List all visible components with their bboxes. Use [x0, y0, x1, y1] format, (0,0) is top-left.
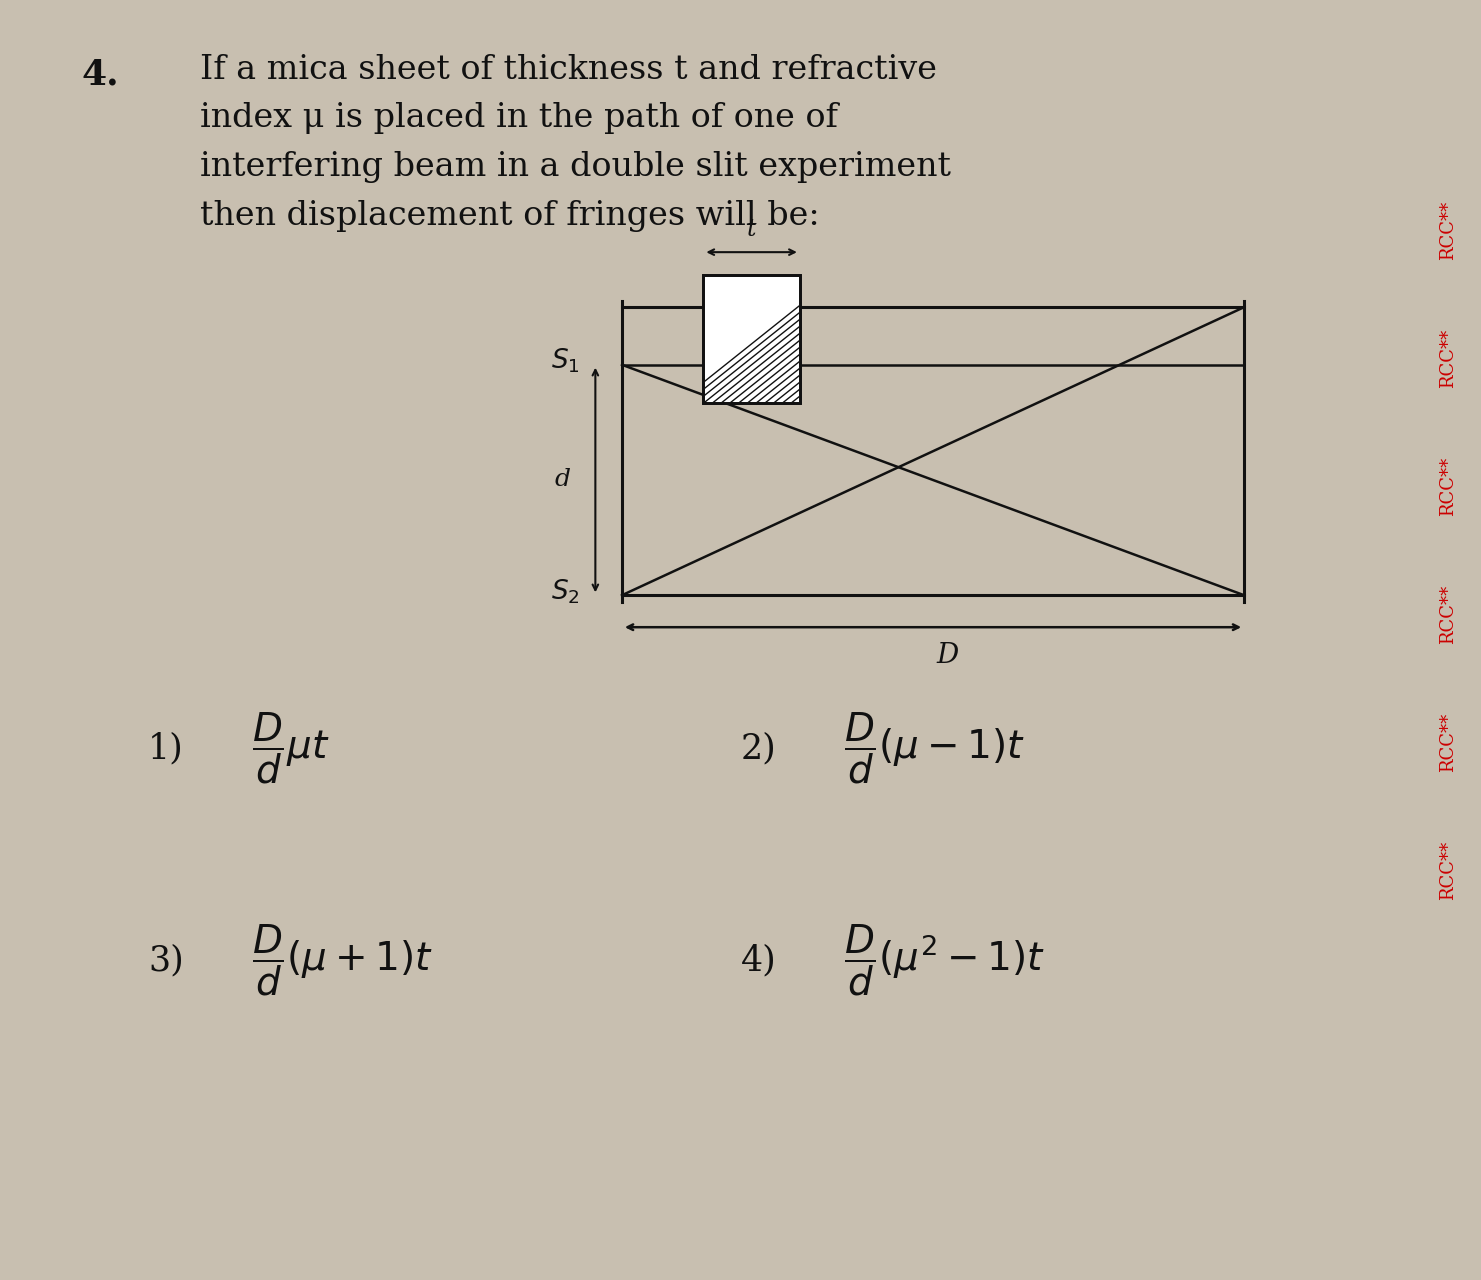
Text: RCC**: RCC**	[1440, 585, 1457, 644]
Text: $S_2$: $S_2$	[551, 577, 581, 605]
Text: d: d	[555, 468, 570, 492]
Text: If a mica sheet of thickness t and refractive: If a mica sheet of thickness t and refra…	[200, 54, 937, 86]
Text: $\dfrac{D}{d}(\mu+1)t$: $\dfrac{D}{d}(\mu+1)t$	[252, 923, 432, 997]
Text: 3): 3)	[148, 943, 184, 977]
Text: RCC**: RCC**	[1440, 713, 1457, 772]
Text: then displacement of fringes will be:: then displacement of fringes will be:	[200, 200, 819, 232]
Text: D: D	[936, 641, 960, 669]
Text: $\dfrac{D}{d}(\mu-1)t$: $\dfrac{D}{d}(\mu-1)t$	[844, 712, 1025, 786]
Text: interfering beam in a double slit experiment: interfering beam in a double slit experi…	[200, 151, 951, 183]
Text: $\dfrac{D}{d}\mu t$: $\dfrac{D}{d}\mu t$	[252, 712, 330, 786]
Text: RCC**: RCC**	[1440, 201, 1457, 260]
Text: $S_1$: $S_1$	[551, 347, 581, 375]
Text: $\dfrac{D}{d}(\mu^2-1)t$: $\dfrac{D}{d}(\mu^2-1)t$	[844, 923, 1046, 997]
Text: RCC**: RCC**	[1440, 841, 1457, 900]
Text: 1): 1)	[148, 732, 184, 765]
Text: RCC**: RCC**	[1440, 329, 1457, 388]
Bar	[703, 275, 800, 403]
Text: t: t	[746, 218, 757, 241]
Text: 4): 4)	[740, 943, 776, 977]
Bar	[703, 275, 800, 403]
Text: index μ is placed in the path of one of: index μ is placed in the path of one of	[200, 102, 838, 134]
Text: 4.: 4.	[81, 58, 118, 92]
Text: RCC**: RCC**	[1440, 457, 1457, 516]
Text: 2): 2)	[740, 732, 776, 765]
